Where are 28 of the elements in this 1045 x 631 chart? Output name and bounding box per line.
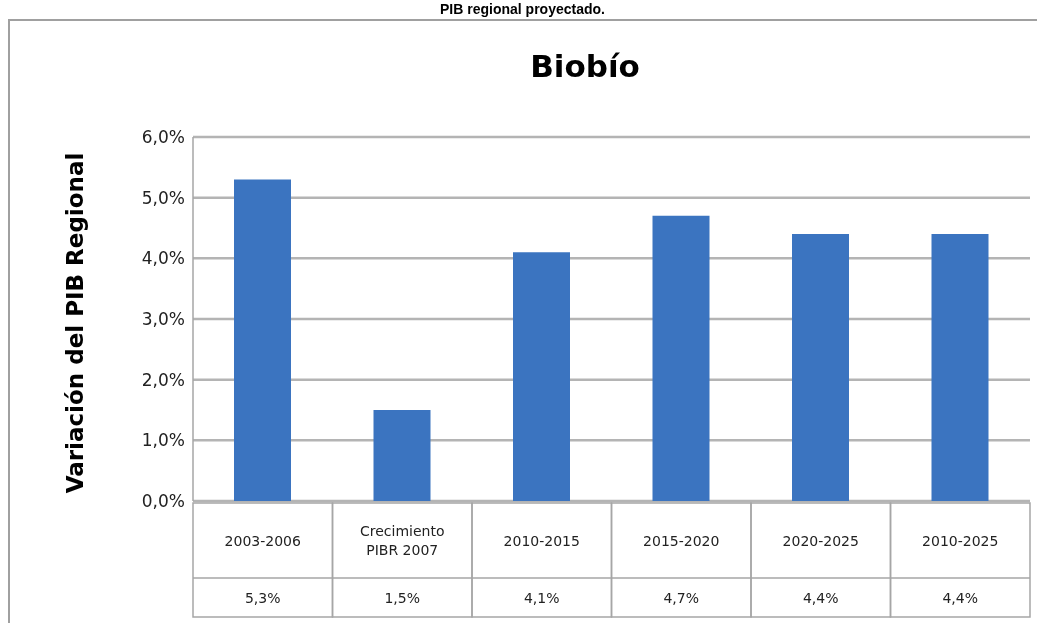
- data-label: 5,3%: [244, 589, 281, 606]
- data-label: 4,4%: [942, 589, 979, 606]
- y-tick-label: 2,0%: [141, 369, 185, 390]
- x-tick-label: 2010-2025: [922, 532, 999, 549]
- x-tick-label: 2010-2015: [503, 532, 580, 549]
- x-tick-label: 2015-2020: [643, 532, 720, 549]
- bar: [652, 215, 710, 501]
- y-tick-label: 3,0%: [141, 309, 185, 330]
- x-tick-label: 2020-2025: [782, 532, 859, 549]
- y-tick-label: 0,0%: [141, 491, 185, 512]
- data-label: 4,4%: [802, 589, 839, 606]
- bar: [931, 234, 989, 501]
- text: PIB regional proyectado.: [439, 1, 606, 17]
- bar: [792, 234, 849, 501]
- data-label: 4,7%: [663, 589, 700, 606]
- x-tick-label: Crecimiento PIBR 2007: [360, 523, 445, 558]
- y-tick-label: 5,0%: [141, 187, 185, 208]
- y-tick-label: 1,0%: [141, 430, 185, 451]
- x-tick-label: 2003-2006: [224, 532, 301, 549]
- y-tick-label: 4,0%: [141, 248, 185, 269]
- bar: [513, 252, 570, 501]
- chart-title: Biobío: [529, 48, 641, 84]
- data-label: 4,1%: [523, 589, 560, 606]
- y-tick-label: 6,0%: [141, 127, 185, 148]
- y-axis-title: Variación del PIB Regional: [62, 152, 88, 494]
- data-label: 1,5%: [384, 589, 421, 606]
- bar: [373, 410, 431, 501]
- bar: [234, 179, 291, 501]
